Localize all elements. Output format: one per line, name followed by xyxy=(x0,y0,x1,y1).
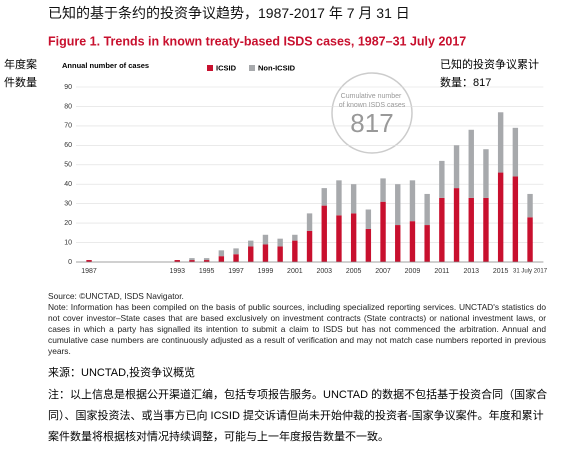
bar-segment xyxy=(277,246,283,262)
bar-segment xyxy=(365,209,372,229)
bar-segment xyxy=(277,238,283,247)
bar-segment xyxy=(497,172,504,262)
x-tick-label: 1999 xyxy=(258,268,274,275)
bar-segment xyxy=(292,234,298,241)
x-tick-label: 1997 xyxy=(228,268,244,275)
bar-segment xyxy=(306,230,313,262)
x-tick-label: 2009 xyxy=(405,268,421,275)
bar-segment xyxy=(203,258,210,261)
y-tick-label: 0 xyxy=(68,259,72,266)
legend-label: ICSID xyxy=(216,63,237,72)
bar-segment xyxy=(424,193,430,226)
x-tick-label: 2007 xyxy=(375,268,391,275)
legend-swatch xyxy=(249,65,255,71)
bar-segment xyxy=(409,180,416,222)
y-tick-label: 40 xyxy=(64,181,72,188)
bar-segment xyxy=(262,234,269,245)
x-tick-label: 1993 xyxy=(169,268,185,275)
bar-segment xyxy=(453,188,460,262)
bar-segment xyxy=(527,193,533,218)
bar-segment xyxy=(350,213,357,262)
bar-segment xyxy=(233,248,239,255)
y-tick-label: 60 xyxy=(64,142,72,149)
bar-segment xyxy=(468,129,474,198)
bar-segment xyxy=(336,215,342,262)
bar-segment xyxy=(409,221,416,262)
bar-segment xyxy=(483,197,489,262)
bar-segment xyxy=(189,260,195,262)
cumulative-circle xyxy=(331,72,413,154)
source-cn: 来源：UNCTAD,投资争议概览 xyxy=(48,367,196,379)
x-tick-label: 2015 xyxy=(493,268,509,275)
bar-segment xyxy=(468,197,474,262)
bar-segment xyxy=(439,160,445,198)
x-tick-label: 2003 xyxy=(316,268,332,275)
y-tick-label: 20 xyxy=(64,220,72,227)
cumulative-label: Cumulative number of known ISDS cases xyxy=(339,93,406,109)
bar-segment xyxy=(262,244,269,262)
bar-segment xyxy=(380,178,386,202)
right-note: 已知的投资争议累计数量：817 xyxy=(440,59,539,89)
bar-segment xyxy=(248,246,254,262)
bar-segment xyxy=(512,176,519,262)
bar-segment xyxy=(336,180,342,216)
y-tick-label: 90 xyxy=(64,84,72,91)
bar-segment xyxy=(248,240,254,247)
bar-segment xyxy=(365,228,372,262)
x-tick-label: 31 July 2017 xyxy=(513,269,548,275)
x-tick-label: 2013 xyxy=(463,268,479,275)
bar-segment xyxy=(527,217,533,262)
bar-segment xyxy=(292,240,298,262)
note: Note: Information has been compiled on t… xyxy=(48,302,546,356)
bar-segment xyxy=(203,260,210,262)
cumulative-value: 817 xyxy=(350,108,393,138)
bar-segment xyxy=(321,205,327,262)
x-tick-label: 1995 xyxy=(199,268,215,275)
bar-segment xyxy=(395,225,401,262)
page-title: 已知的基于条约的投资争议趋势，1987-2017 年 7 月 31 日 xyxy=(48,5,410,21)
bar-segment xyxy=(483,149,489,198)
bar-segment xyxy=(512,127,519,177)
left-note: 年度案件数量 xyxy=(4,59,37,89)
y-tick-label: 70 xyxy=(64,123,72,130)
bar-segment xyxy=(189,258,195,261)
bar-segment xyxy=(86,260,92,262)
y-tick-label: 10 xyxy=(64,239,72,246)
source: Source: ©UNCTAD, ISDS Navigator. xyxy=(48,291,184,301)
bar-segment xyxy=(424,225,430,262)
bar-segment xyxy=(218,256,225,262)
y-tick-label: 30 xyxy=(64,201,72,208)
x-tick-label: 2001 xyxy=(287,268,303,275)
bar-segment xyxy=(497,112,504,173)
bar-segment xyxy=(439,197,445,262)
y-tick-label: 80 xyxy=(64,103,72,110)
bar-segment xyxy=(321,188,327,206)
bar-segment xyxy=(306,213,313,231)
x-tick-label: 1987 xyxy=(81,268,97,275)
x-tick-label: 2005 xyxy=(346,268,362,275)
y-axis-label: Annual number of cases xyxy=(62,61,149,70)
legend-label: Non-ICSID xyxy=(258,63,296,72)
x-tick-label: 2011 xyxy=(434,268,449,275)
chart-title: Figure 1. Trends in known treaty-based I… xyxy=(48,34,466,48)
legend-swatch xyxy=(207,65,213,71)
bar-segment xyxy=(380,201,386,262)
bar-segment xyxy=(218,250,225,257)
note-cn: 注：以上信息是根据公开渠道汇编，包括专项报告服务。UNCTAD 的数据不包括基于… xyxy=(48,389,548,443)
bar-segment xyxy=(233,254,239,262)
bar-segment xyxy=(350,184,357,214)
bar-segment xyxy=(453,145,460,189)
y-tick-label: 50 xyxy=(64,162,72,169)
chart: Figure 1. Trends in known treaty-based I… xyxy=(48,34,548,275)
bar-segment xyxy=(174,260,180,262)
bar-segment xyxy=(395,184,401,226)
